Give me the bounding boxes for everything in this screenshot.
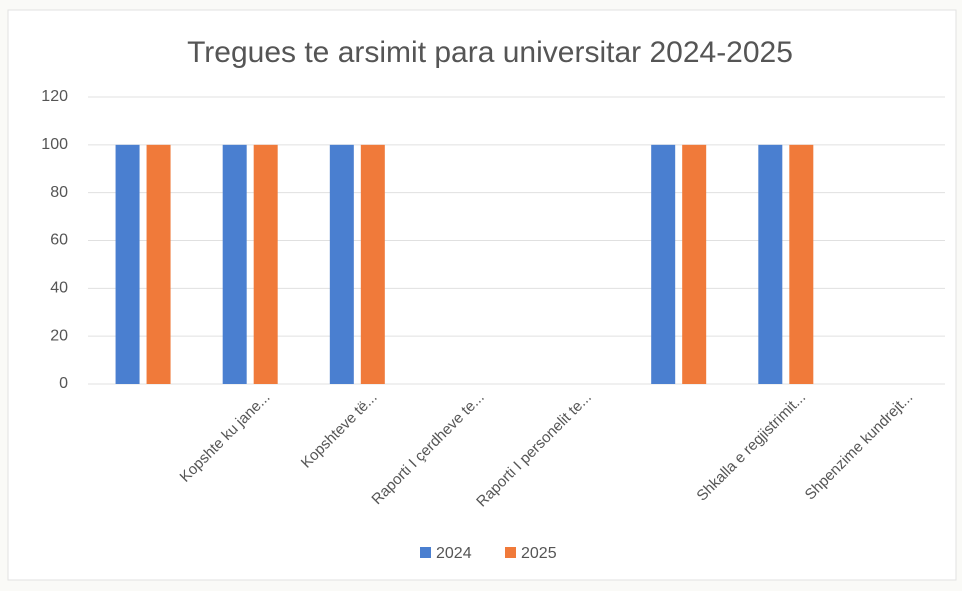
y-tick-label: 20	[50, 327, 68, 344]
bar	[360, 144, 385, 384]
y-tick-label: 60	[50, 232, 68, 249]
y-tick-label: 120	[41, 88, 68, 105]
chart-title: Tregues te arsimit para universitar 2024…	[187, 36, 793, 69]
bar	[329, 144, 354, 384]
y-tick-label: 0	[59, 375, 68, 392]
bar	[682, 144, 707, 384]
bar	[789, 144, 814, 384]
legend-swatch	[505, 547, 516, 558]
y-tick-label: 80	[50, 184, 68, 201]
bar	[115, 144, 140, 384]
bar	[758, 144, 783, 384]
legend-swatch	[420, 547, 431, 558]
y-tick-label: 40	[50, 280, 68, 297]
legend-label: 2025	[521, 545, 557, 562]
bar	[651, 144, 676, 384]
legend-label: 2024	[436, 545, 472, 562]
bar	[253, 144, 278, 384]
bar	[222, 144, 247, 384]
bar	[146, 144, 171, 384]
y-tick-label: 100	[41, 136, 68, 153]
